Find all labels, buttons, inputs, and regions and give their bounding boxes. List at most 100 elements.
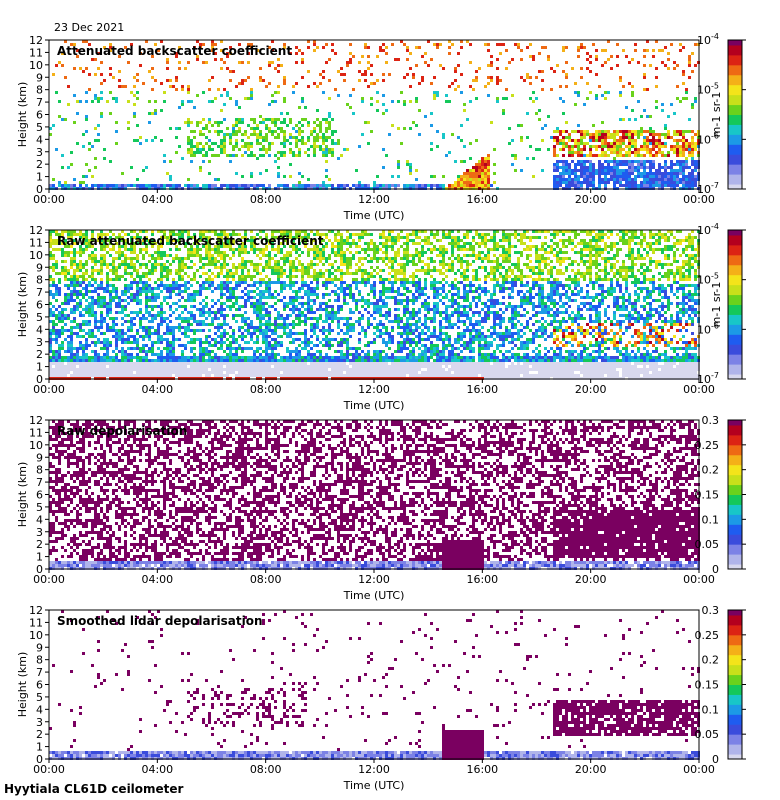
colorbar-segment: [728, 62, 742, 66]
colorbar-segment: [728, 487, 742, 491]
colorbar-segment: [728, 739, 742, 743]
x-tick-label: 12:00: [358, 573, 390, 586]
colorbar-segment: [728, 556, 742, 560]
colorbar-frame: [727, 39, 743, 190]
colorbar-tick-label: 10-7: [697, 371, 719, 386]
x-tick-label: 16:00: [466, 573, 498, 586]
y-tick-label: 8: [36, 654, 43, 667]
colorbar-segment: [728, 239, 742, 243]
colorbar-segment: [728, 716, 742, 720]
colorbar-segment: [728, 349, 742, 353]
colorbar-segment: [728, 437, 742, 441]
colorbar-segment: [728, 144, 742, 148]
colorbar-segment: [728, 79, 742, 83]
colorbar-segment: [728, 469, 742, 473]
x-tick-label: 20:00: [575, 383, 607, 396]
colorbar-segment: [728, 721, 742, 725]
colorbar-segment: [728, 292, 742, 296]
x-axis-label: Time (UTC): [343, 779, 405, 792]
colorbar-segment: [728, 371, 742, 375]
colorbar-segment: [728, 731, 742, 735]
colorbar-segment: [728, 321, 742, 325]
colorbar-segment: [728, 444, 742, 448]
colorbar-segment: [728, 151, 742, 155]
colorbar-segment: [728, 169, 742, 173]
colorbar-segment: [728, 519, 742, 523]
colorbar-segment: [728, 551, 742, 555]
y-tick-label: 3: [36, 336, 43, 349]
x-axis-label: Time (UTC): [343, 209, 405, 222]
colorbar-segment: [728, 657, 742, 661]
colorbar-unit-label: m-1 sr-1: [710, 92, 723, 138]
colorbar-segment: [728, 319, 742, 323]
colorbar-segment: [728, 72, 742, 76]
colorbar-segment: [728, 97, 742, 101]
colorbar-segment: [728, 492, 742, 495]
colorbar-segment: [728, 297, 742, 301]
y-tick-label: 0: [36, 183, 43, 196]
colorbar-segment: [728, 706, 742, 710]
colorbar-frame: [727, 229, 743, 380]
colorbar-segment: [728, 511, 742, 515]
x-tick-label: 00:00: [33, 573, 65, 586]
colorbar-segment: [728, 516, 742, 520]
colorbar-segment: [728, 694, 742, 698]
colorbar-segment: [728, 112, 742, 115]
colorbar-segment: [728, 474, 742, 478]
colorbar-segment: [728, 627, 742, 631]
colorbar-segment: [728, 459, 742, 463]
colorbar-segment: [728, 87, 742, 91]
colorbar-segment: [728, 324, 742, 328]
colorbar-segment: [728, 287, 742, 291]
colorbar-segment: [728, 614, 742, 618]
y-tick-label: 2: [36, 728, 43, 741]
colorbar-tick-label: 0: [712, 563, 719, 576]
colorbar-tick-label: 0.05: [695, 538, 720, 551]
colorbar-segment: [728, 119, 742, 123]
colorbar-segment: [728, 729, 742, 733]
colorbar-segment: [728, 344, 742, 348]
y-tick-label: 11: [29, 236, 43, 249]
y-tick-label: 2: [36, 158, 43, 171]
colorbar-segment: [728, 754, 742, 758]
y-tick-label: 10: [29, 59, 43, 72]
colorbar-segment: [728, 102, 742, 106]
chart-title: Attenuated backscatter coefficient: [57, 44, 292, 58]
colorbar-segment: [728, 159, 742, 163]
y-tick-label: 7: [36, 286, 43, 299]
colorbar-segment: [728, 704, 742, 708]
colorbar-segment: [728, 114, 742, 118]
colorbar-segment: [728, 566, 742, 570]
colorbar-tick-label: 0.15: [695, 489, 720, 502]
x-tick-label: 12:00: [358, 763, 390, 776]
colorbar-segment: [728, 134, 742, 138]
colorbar-segment: [728, 521, 742, 525]
colorbar-segment: [728, 181, 742, 185]
colorbar: 10-710-610-510-4m-1 sr-1: [697, 32, 746, 196]
colorbar-segment: [728, 624, 742, 628]
colorbar-segment: [728, 139, 742, 143]
date-label: 23 Dec 2021: [54, 21, 125, 34]
colorbar-segment: [728, 482, 742, 486]
colorbar-segment: [728, 154, 742, 158]
colorbar-segment: [728, 359, 742, 363]
colorbar-segment: [728, 176, 742, 180]
y-tick-label: 3: [36, 146, 43, 159]
colorbar-segment: [728, 612, 742, 616]
colorbar-segment: [728, 171, 742, 175]
colorbar-segment: [728, 526, 742, 530]
colorbar-segment: [728, 544, 742, 548]
colorbar-segment: [728, 107, 742, 111]
colorbar-segment: [728, 637, 742, 641]
colorbar-segment: [728, 247, 742, 251]
x-tick-label: 08:00: [250, 383, 282, 396]
colorbar-segment: [728, 672, 742, 676]
colorbar-segment: [728, 264, 742, 268]
colorbar-segment: [728, 164, 742, 168]
colorbar-segment: [728, 457, 742, 461]
y-tick-label: 10: [29, 249, 43, 262]
chart-title: Smoothed lidar depolarisation: [57, 614, 263, 628]
x-tick-label: 04:00: [141, 763, 173, 776]
colorbar-segment: [728, 744, 742, 748]
y-tick-label: 3: [36, 716, 43, 729]
